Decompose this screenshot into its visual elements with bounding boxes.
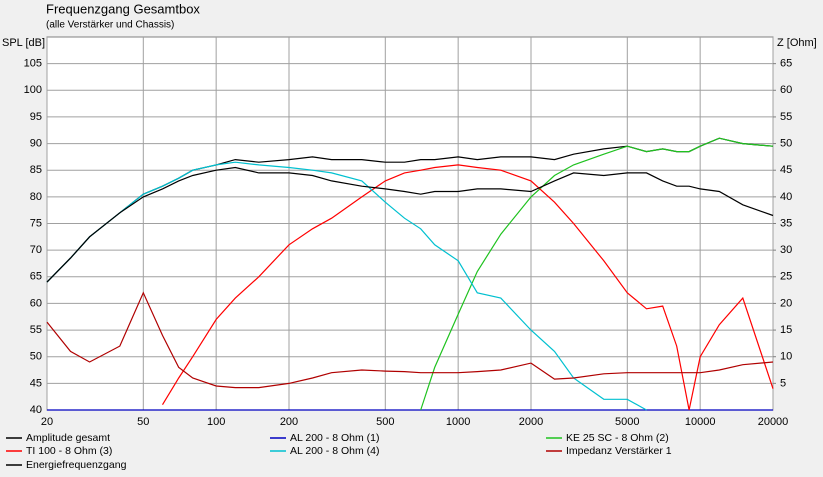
y-tick-label: 60	[30, 297, 42, 309]
y2-tick-label: 65	[780, 58, 792, 70]
y-tick-label: 70	[30, 244, 42, 256]
y-tick-label: 95	[30, 111, 42, 123]
series-line	[46, 291, 774, 389]
x-tick-label: 1000	[446, 416, 470, 428]
legend-label: AL 200 - 8 Ohm (1)	[290, 432, 379, 444]
legend-label: Energiefrequenzgang	[26, 459, 127, 471]
y2-tick-label: 20	[780, 297, 792, 309]
y-tick-label: 75	[30, 217, 42, 229]
legend-label: KE 25 SC - 8 Ohm (2)	[566, 432, 669, 444]
y-tick-label: 100	[24, 84, 42, 96]
chart-title: Frequenzgang Gesamtbox	[46, 1, 200, 16]
legend-label: Impedanz Verstärker 1	[566, 445, 672, 457]
y2-tick-label: 50	[780, 137, 792, 149]
y2-axis-label: Z [Ohm]	[777, 37, 817, 49]
legend-label: TI 100 - 8 Ohm (3)	[26, 445, 112, 457]
x-tick-label: 500	[376, 416, 394, 428]
legend-label: Amplitude gesamt	[26, 432, 110, 444]
y-axis-label: SPL [dB]	[2, 37, 45, 49]
y2-tick-label: 10	[780, 351, 792, 363]
y-tick-label: 85	[30, 164, 42, 176]
y-tick-label: 105	[24, 58, 42, 70]
y2-tick-label: 15	[780, 324, 792, 336]
x-tick-label: 20	[41, 416, 53, 428]
legend-label: AL 200 - 8 Ohm (4)	[290, 445, 379, 457]
x-tick-label: 50	[137, 416, 149, 428]
x-tick-label: 100	[207, 416, 225, 428]
y2-tick-label: 55	[780, 111, 792, 123]
y-tick-label: 50	[30, 351, 42, 363]
y-tick-label: 90	[30, 137, 42, 149]
y2-tick-label: 40	[780, 191, 792, 203]
y2-tick-label: 45	[780, 164, 792, 176]
x-tick-label: 20000	[758, 416, 789, 428]
x-tick-label: 5000	[615, 416, 639, 428]
chart-subtitle: (alle Verstärker und Chassis)	[46, 20, 174, 31]
series-line	[46, 166, 774, 283]
y-tick-label: 80	[30, 191, 42, 203]
x-tick-label: 10000	[685, 416, 716, 428]
y2-tick-label: 30	[780, 244, 792, 256]
y2-tick-label: 25	[780, 271, 792, 283]
y-tick-label: 55	[30, 324, 42, 336]
y-tick-label: 45	[30, 377, 42, 389]
series-line	[46, 161, 647, 411]
y2-tick-label: 5	[780, 377, 786, 389]
x-tick-label: 2000	[519, 416, 543, 428]
y2-tick-label: 35	[780, 217, 792, 229]
y2-tick-label: 60	[780, 84, 792, 96]
x-tick-label: 200	[280, 416, 298, 428]
y-tick-label: 40	[30, 404, 42, 416]
y-tick-label: 65	[30, 271, 42, 283]
series-line	[420, 137, 774, 411]
series-line	[161, 164, 774, 411]
